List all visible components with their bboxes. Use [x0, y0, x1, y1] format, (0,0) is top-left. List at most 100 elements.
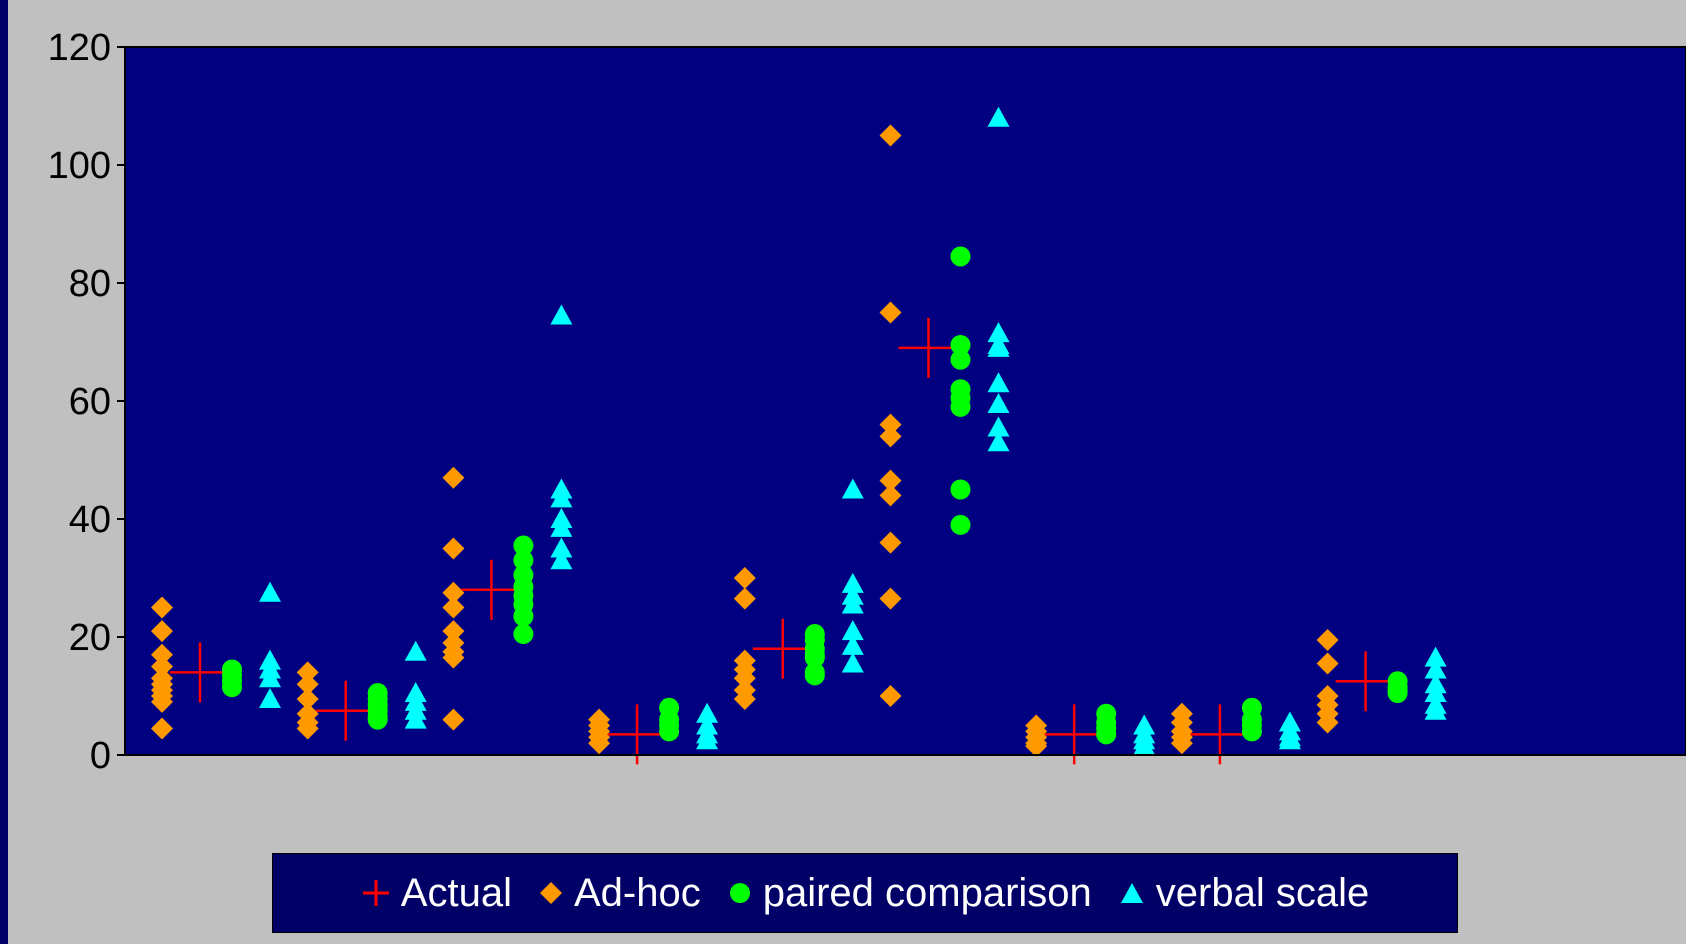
verbal-scale-point	[550, 487, 573, 508]
ad-hoc-point	[879, 413, 902, 436]
ad-hoc-point	[151, 643, 173, 666]
paired-comparison-point	[222, 677, 242, 698]
verbal-scale-point	[1424, 699, 1447, 720]
verbal-scale-point	[1424, 682, 1447, 703]
ad-hoc-point	[1025, 735, 1048, 758]
ad-hoc-point	[151, 596, 173, 619]
ad-hoc-point	[733, 567, 756, 589]
paired-comparison-point	[1387, 683, 1408, 704]
verbal-scale-point	[550, 516, 573, 537]
paired-comparison-point	[950, 349, 971, 370]
ad-hoc-point	[296, 687, 319, 710]
ad-hoc-point	[442, 620, 465, 643]
ad-hoc-point	[1316, 711, 1339, 734]
paired-comparison-point	[804, 665, 825, 686]
ad-hoc-point	[442, 466, 465, 489]
paired-comparison-point	[950, 396, 971, 417]
verbal-scale-point	[259, 581, 281, 602]
y-tick-label: 80	[69, 263, 111, 305]
legend-label: Ad-hoc	[573, 870, 701, 915]
paired-comparison-point	[950, 246, 971, 267]
ad-hoc-point	[588, 732, 611, 755]
ad-hoc-point	[296, 717, 319, 740]
ad-hoc-point	[879, 469, 902, 492]
verbal-scale-point	[987, 431, 1010, 452]
verbal-scale-point	[1278, 729, 1301, 750]
y-tick-label: 100	[48, 145, 111, 187]
verbal-scale-point	[987, 336, 1010, 357]
legend-item-actual[interactable]: Actual	[361, 871, 512, 916]
y-tick-label: 0	[90, 735, 111, 777]
circle-marker-icon	[729, 883, 750, 903]
ad-hoc-point	[442, 537, 465, 560]
ad-hoc-point	[296, 673, 319, 696]
ad-hoc-point	[151, 655, 173, 678]
verbal-scale-point	[1424, 646, 1447, 667]
actual-point	[170, 642, 230, 703]
verbal-scale-point	[987, 106, 1010, 127]
ad-hoc-point	[733, 587, 756, 610]
paired-comparison-point	[804, 647, 825, 668]
verbal-scale-point	[550, 549, 573, 570]
legend-item-verbal-scale[interactable]: verbal scale	[1118, 871, 1369, 916]
cross-marker-icon	[362, 880, 389, 906]
legend-item-ad-hoc[interactable]: Ad-hoc	[538, 871, 701, 916]
ad-hoc-point	[1170, 732, 1193, 755]
ad-hoc-point	[879, 484, 902, 507]
ad-hoc-point	[151, 717, 173, 740]
paired-comparison-point	[367, 709, 388, 730]
verbal-scale-point	[841, 634, 864, 655]
verbal-scale-point	[550, 304, 573, 325]
verbal-scale-point	[987, 372, 1010, 393]
legend-item-paired-comparison[interactable]: paired comparison	[727, 871, 1092, 916]
paired-comparison-point	[1096, 724, 1117, 745]
ad-hoc-point	[879, 685, 902, 707]
legend-label: verbal scale	[1155, 870, 1370, 915]
plot-area	[124, 46, 1686, 756]
verbal-scale-point	[987, 416, 1010, 437]
ad-hoc-point	[879, 531, 902, 554]
y-tick-label: 60	[69, 381, 111, 423]
ad-hoc-point	[442, 596, 465, 619]
verbal-scale-point	[404, 708, 427, 729]
paired-comparison-point	[1241, 721, 1262, 742]
verbal-scale-point	[841, 652, 864, 673]
ad-hoc-point	[442, 646, 465, 669]
ad-hoc-point	[879, 124, 902, 147]
verbal-scale-point	[696, 702, 719, 723]
verbal-scale-point	[696, 729, 719, 750]
chart-area: 0 20 40 60 80 100 120 Actual Ad-hoc paired com…	[8, 0, 1686, 944]
paired-comparison-point	[513, 624, 534, 645]
paired-comparison-point	[659, 721, 680, 742]
ad-hoc-point	[733, 687, 756, 710]
verbal-scale-point	[841, 478, 864, 499]
verbal-scale-point	[550, 537, 573, 558]
ad-hoc-point	[296, 661, 319, 684]
paired-comparison-point	[513, 606, 534, 627]
paired-comparison-point	[950, 334, 971, 355]
verbal-scale-point	[259, 687, 281, 708]
actual-point	[1335, 651, 1396, 712]
y-tick-label: 120	[48, 27, 111, 69]
ad-hoc-point	[1316, 652, 1339, 675]
verbal-scale-point	[987, 322, 1010, 343]
ad-hoc-point	[879, 587, 902, 610]
diamond-marker-icon	[539, 882, 562, 904]
actual-point	[898, 317, 959, 378]
ad-hoc-point	[151, 690, 173, 713]
triangle-marker-icon	[1120, 883, 1143, 903]
verbal-scale-point	[841, 572, 864, 593]
y-axis-ticks: 0 20 40 60 80 100 120	[48, 27, 125, 777]
verbal-scale-point	[1133, 735, 1156, 756]
verbal-scale-point	[987, 392, 1010, 413]
ad-hoc-point	[151, 620, 173, 643]
paired-comparison-point	[513, 535, 534, 556]
legend-label: paired comparison	[762, 870, 1092, 915]
scatter-chart: 0 20 40 60 80 100 120	[48, 27, 1686, 777]
verbal-scale-point	[841, 593, 864, 614]
paired-comparison-point	[950, 479, 971, 500]
actual-point	[315, 680, 376, 741]
ad-hoc-point	[442, 708, 465, 731]
ad-hoc-point	[879, 301, 902, 324]
actual-point	[461, 559, 522, 620]
